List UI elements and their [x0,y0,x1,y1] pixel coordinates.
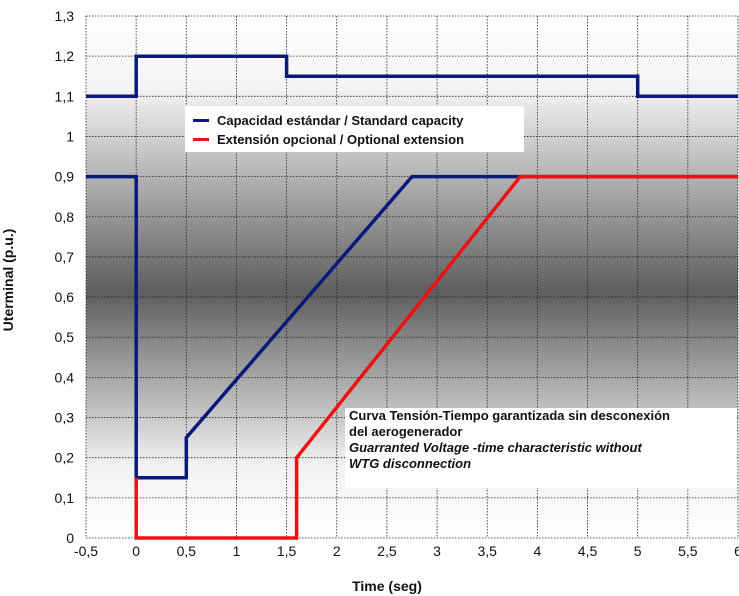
annotation-line-1: Curva Tensión-Tiempo garantizada sin des… [345,408,737,424]
x-tick-label: 4 [533,543,541,559]
y-tick-label: 0,6 [55,289,75,305]
legend-swatch-optional [193,138,209,141]
y-tick-label: 0,7 [55,249,75,265]
y-tick-label: 1,1 [55,88,75,104]
y-tick-label: 0,5 [55,329,75,345]
annotation-line-3: Guarranted Voltage -time characteristic … [345,440,737,456]
x-tick-label: 2 [333,543,341,559]
legend-item-standard: Capacidad estándar / Standard capacity [193,111,463,129]
x-tick-label: -0,5 [74,543,98,559]
x-tick-label: 5,5 [678,543,698,559]
x-axis-title: Time (seg) [352,578,422,594]
y-tick-label: 0,1 [55,490,75,506]
annotation-line-2: del aerogenerador [345,424,737,440]
x-tick-label: 1 [233,543,241,559]
y-tick-label: 0,4 [55,369,75,385]
y-tick-label: 0,9 [55,169,75,185]
x-tick-label: 0 [132,543,140,559]
x-tick-label: 5 [634,543,642,559]
annotation-box: Curva Tensión-Tiempo garantizada sin des… [345,408,737,488]
legend-item-optional: Extensión opcional / Optional extension [193,130,464,148]
legend-swatch-standard [193,119,209,122]
y-axis-title: Uterminal (p.u.) [0,229,16,332]
x-tick-label: 0,5 [177,543,197,559]
y-tick-label: 1 [66,128,74,144]
x-tick-label: 3 [433,543,441,559]
legend-label-optional: Extensión opcional / Optional extension [217,132,464,147]
legend: Capacidad estándar / Standard capacity E… [185,106,524,152]
y-tick-label: 0 [66,530,74,546]
x-tick-label: 3,5 [477,543,497,559]
y-tick-label: 0,2 [55,450,75,466]
x-tick-labels: -0,5 0 0,5 1 1,5 2 2,5 3 3,5 4 4,5 5 5,5 6 [74,543,739,559]
x-tick-label: 1,5 [277,543,297,559]
annotation-line-4: WTG disconnection [345,456,737,472]
x-tick-label: 2,5 [377,543,397,559]
y-tick-label: 0,8 [55,209,75,225]
y-tick-label: 0,3 [55,410,75,426]
x-tick-label: 6 [734,543,739,559]
x-tick-label: 4,5 [578,543,598,559]
y-tick-label: 1,2 [55,48,75,64]
y-tick-label: 1,3 [55,8,75,24]
y-tick-labels: 0 0,1 0,2 0,3 0,4 0,5 0,6 0,7 0,8 0,9 1 1,1 1,2 1,3 [55,8,75,546]
legend-label-standard: Capacidad estándar / Standard capacity [217,113,463,128]
